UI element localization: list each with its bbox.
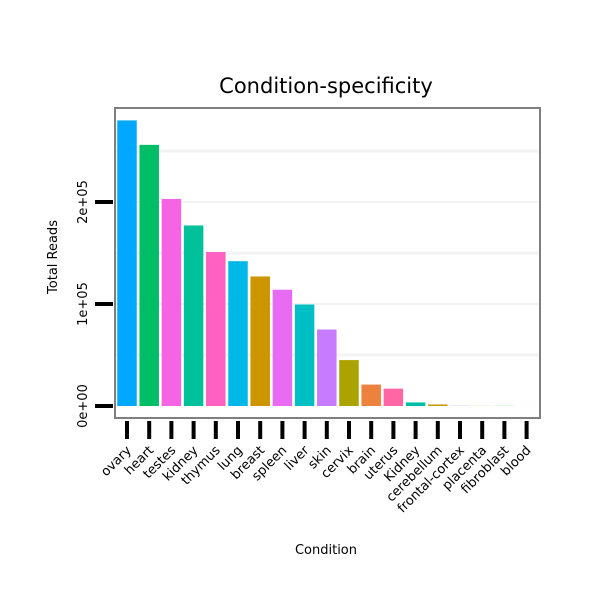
x-axis-label: Condition [295,543,357,558]
x-axis: ovaryhearttesteskidneythymuslungbreastsp… [98,421,534,516]
bar-uterus [383,388,404,406]
y-tick-label: 0e+00 [76,384,91,428]
bar-kidney [405,402,426,406]
plot-panel-border [114,107,541,419]
y-tick-label: 2e+05 [76,180,91,224]
bar-heart [139,144,159,406]
bars [117,120,537,407]
bar-testes [161,198,182,406]
bar-ovary [117,120,137,407]
bar-kidney [183,225,204,406]
bar-cerebellum [428,404,448,406]
chart-title: Condition-specificity [219,74,433,98]
bar-lung [228,261,248,406]
y-tick-label: 1e+05 [76,282,91,326]
bar-breast [250,276,270,406]
bar-spleen [272,289,293,406]
bar-brain [361,384,381,406]
y-axis-label: Total Reads [46,220,61,295]
bar-liver [294,304,315,406]
bar-skin [317,329,337,406]
y-axis: 0e+00 1e+05 2e+05 [76,180,113,428]
bar-cervix [339,360,359,406]
bar-thymus [206,251,226,406]
